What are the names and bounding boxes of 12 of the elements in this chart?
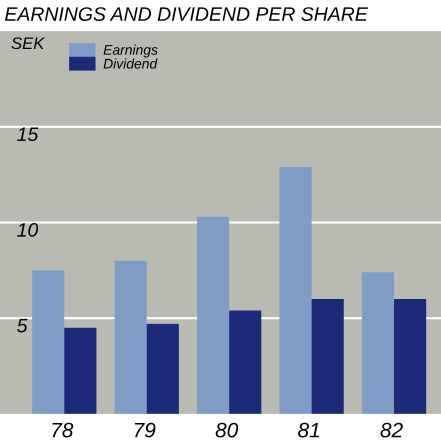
y-tick-label: 15 xyxy=(17,128,38,142)
y-axis-title: SEK xyxy=(11,37,45,50)
legend-label: Earnings xyxy=(104,44,158,58)
x-tick-label: 79 xyxy=(134,422,156,438)
x-tick-label: 78 xyxy=(52,422,74,438)
x-tick-label: 80 xyxy=(216,422,238,438)
x-tick-label: 82 xyxy=(380,422,403,438)
legend-label: Dividend xyxy=(104,58,158,69)
y-tick-label: 10 xyxy=(17,223,38,237)
chart-title: EARNINGS AND DIVIDEND PER SHARE xyxy=(5,7,368,21)
y-tick-label: 5 xyxy=(17,318,28,332)
x-tick-label: 81 xyxy=(298,422,319,438)
